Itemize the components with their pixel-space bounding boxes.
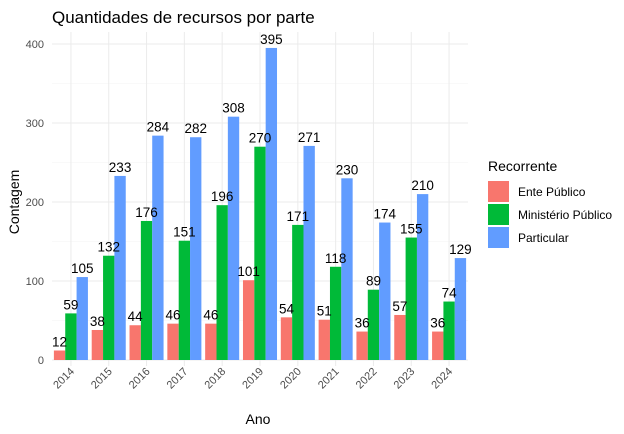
bar xyxy=(76,277,88,360)
y-tick-label: 100 xyxy=(26,276,44,288)
y-tick-label: 400 xyxy=(26,39,44,51)
data-label: 270 xyxy=(249,131,272,146)
bar xyxy=(318,319,330,360)
legend: Recorrente Ente Público Ministério Públic… xyxy=(488,158,612,248)
bar xyxy=(167,323,179,360)
bar xyxy=(379,222,391,360)
data-label: 38 xyxy=(90,314,105,329)
bar xyxy=(454,258,467,360)
legend-swatch xyxy=(488,227,509,248)
data-label: 105 xyxy=(71,261,94,276)
x-tick-label: 2015 xyxy=(89,366,115,392)
bar xyxy=(405,237,417,360)
data-label: 101 xyxy=(237,264,260,279)
bar xyxy=(265,47,278,360)
x-tick-label: 2024 xyxy=(429,366,455,392)
y-tick-label: 300 xyxy=(26,118,44,130)
data-label: 59 xyxy=(63,297,78,312)
bar xyxy=(152,135,164,360)
data-label: 210 xyxy=(411,178,434,193)
bar xyxy=(303,145,315,360)
data-label: 196 xyxy=(211,189,234,204)
bar xyxy=(53,350,66,360)
x-tick-label: 2017 xyxy=(165,366,191,392)
x-tick-label: 2018 xyxy=(203,366,229,392)
legend-swatch xyxy=(488,181,509,202)
x-axis-title: Ano xyxy=(246,411,271,427)
y-axis-title: Contagem xyxy=(6,170,22,235)
legend-title: Recorrente xyxy=(488,158,557,174)
data-label: 171 xyxy=(287,209,310,224)
data-label: 118 xyxy=(325,251,347,266)
bar xyxy=(394,314,406,360)
bar xyxy=(242,280,255,360)
legend-label: Particular xyxy=(518,231,569,245)
data-label: 89 xyxy=(366,274,381,289)
x-tick-label: 2019 xyxy=(240,366,266,392)
y-axis: 0 100 200 300 400 xyxy=(26,39,44,367)
data-label: 36 xyxy=(355,316,370,331)
bar xyxy=(65,313,77,360)
x-tick-label: 2016 xyxy=(127,366,153,392)
bar xyxy=(103,255,115,360)
legend-label: Ente Público xyxy=(518,185,586,199)
x-tick-label: 2021 xyxy=(316,366,342,392)
data-labels: 12 38 44 46 46 101 54 51 36 57 36 59 132 176 151 196 270… xyxy=(52,32,472,350)
data-label: 36 xyxy=(430,316,445,331)
bar xyxy=(443,301,455,360)
x-tick-label: 2022 xyxy=(354,366,380,392)
data-label: 230 xyxy=(336,162,359,177)
data-label: 12 xyxy=(52,335,67,350)
bar xyxy=(140,220,153,360)
data-label: 151 xyxy=(173,225,196,240)
data-label: 308 xyxy=(222,101,245,116)
data-label: 46 xyxy=(166,308,181,323)
data-label: 395 xyxy=(260,32,283,47)
bar xyxy=(280,317,293,360)
bars xyxy=(53,47,467,361)
data-label: 132 xyxy=(97,240,120,255)
bar xyxy=(190,137,202,360)
data-label: 284 xyxy=(147,120,170,135)
bar xyxy=(216,205,228,360)
bar xyxy=(178,240,191,360)
bar xyxy=(129,325,141,360)
bar xyxy=(91,329,104,360)
data-label: 54 xyxy=(279,301,295,316)
data-label: 74 xyxy=(442,286,458,301)
x-tick-label: 2023 xyxy=(392,366,418,392)
y-tick-label: 200 xyxy=(26,197,44,209)
data-label: 282 xyxy=(184,121,207,136)
data-label: 129 xyxy=(449,242,472,257)
bar xyxy=(227,116,240,361)
y-tick-label: 0 xyxy=(38,355,44,367)
data-label: 174 xyxy=(374,207,397,222)
bar xyxy=(356,331,368,360)
chart-title: Quantidades de recursos por parte xyxy=(52,8,315,27)
data-label: 271 xyxy=(298,130,321,145)
bar xyxy=(432,331,444,360)
x-tick-label: 2014 xyxy=(51,366,77,392)
data-label: 51 xyxy=(317,304,332,319)
bar xyxy=(341,178,353,360)
data-label: 46 xyxy=(203,308,218,323)
x-tick-label: 2020 xyxy=(278,366,304,392)
data-label: 44 xyxy=(128,309,144,324)
data-label: 57 xyxy=(392,299,407,314)
data-label: 155 xyxy=(400,222,423,237)
bar xyxy=(292,224,304,360)
legend-swatch xyxy=(488,204,509,225)
bar xyxy=(416,194,429,360)
data-label: 233 xyxy=(109,160,132,175)
data-label: 176 xyxy=(135,205,158,220)
bar xyxy=(205,323,217,360)
bar xyxy=(114,175,126,360)
legend-label: Ministério Público xyxy=(518,208,612,222)
bar xyxy=(367,289,380,360)
x-axis: 2014 2015 2016 2017 2018 2019 2020 2021 2022 2023… xyxy=(51,366,455,392)
bar xyxy=(329,266,342,360)
bar xyxy=(254,146,266,360)
